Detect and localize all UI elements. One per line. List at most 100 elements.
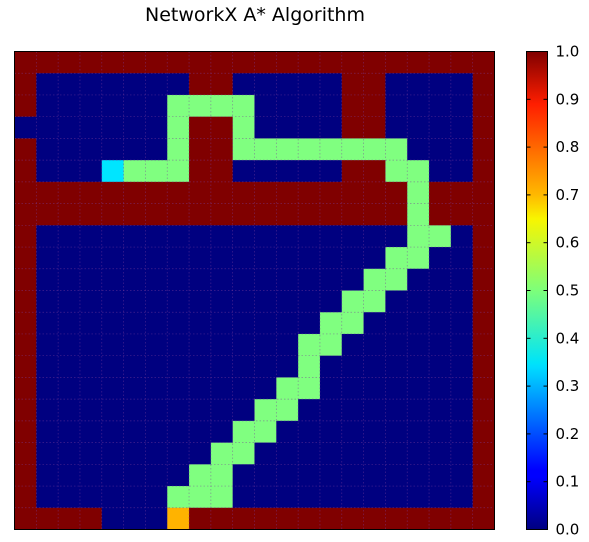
wall-cell (472, 73, 495, 96)
free-cell (145, 138, 168, 161)
free-cell (429, 312, 452, 335)
free-cell (254, 160, 277, 183)
free-cell (189, 399, 212, 422)
free-cell (58, 486, 81, 509)
free-cell (232, 333, 255, 357)
wall-cell (14, 486, 37, 509)
wall-cell (210, 138, 234, 161)
wall-cell (407, 507, 430, 530)
path-cell (341, 290, 364, 313)
wall-cell (14, 377, 37, 400)
path-cell (167, 94, 190, 118)
wall-cell (472, 160, 495, 183)
free-cell (145, 399, 168, 422)
free-cell (210, 399, 234, 422)
wall-cell (14, 225, 37, 248)
free-cell (276, 268, 299, 291)
wall-cell (14, 94, 37, 118)
path-cell (298, 377, 321, 400)
wall-cell (341, 51, 364, 74)
free-cell (450, 290, 474, 313)
path-cell (210, 94, 234, 118)
free-cell (298, 73, 321, 96)
free-cell (79, 464, 103, 487)
free-cell (145, 290, 168, 313)
free-cell (210, 377, 234, 400)
free-cell (385, 94, 408, 118)
free-cell (254, 73, 277, 96)
free-cell (429, 94, 452, 118)
wall-cell (189, 116, 212, 139)
free-cell (79, 160, 103, 183)
free-cell (145, 420, 168, 443)
free-cell (79, 399, 103, 422)
wall-cell (472, 247, 495, 270)
free-cell (79, 138, 103, 161)
wall-cell (14, 290, 37, 313)
wall-cell (210, 507, 234, 530)
wall-cell (189, 181, 212, 204)
free-cell (123, 73, 146, 96)
free-cell (319, 247, 343, 270)
free-cell (363, 312, 386, 335)
wall-cell (472, 464, 495, 487)
free-cell (189, 420, 212, 443)
path-cell (189, 94, 212, 118)
path-cell (167, 138, 190, 161)
wall-cell (385, 181, 408, 204)
free-cell (167, 442, 190, 465)
free-cell (79, 420, 103, 443)
wall-cell (450, 51, 474, 74)
free-cell (189, 225, 212, 248)
free-cell (254, 355, 277, 378)
free-cell (101, 94, 124, 118)
free-cell (167, 464, 190, 487)
free-cell (298, 290, 321, 313)
free-cell (167, 377, 190, 400)
wall-cell (14, 247, 37, 270)
wall-cell (14, 268, 37, 291)
free-cell (429, 420, 452, 443)
free-cell (276, 290, 299, 313)
free-cell (319, 116, 343, 139)
free-cell (36, 116, 59, 139)
free-cell (167, 225, 190, 248)
free-cell (254, 377, 277, 400)
free-cell (145, 333, 168, 357)
wall-cell (276, 181, 299, 204)
free-cell (232, 355, 255, 378)
wall-cell (472, 399, 495, 422)
free-cell (298, 399, 321, 422)
free-cell (210, 420, 234, 443)
free-cell (36, 377, 59, 400)
wall-cell (254, 203, 277, 226)
free-cell (79, 290, 103, 313)
free-cell (254, 116, 277, 139)
free-cell (450, 355, 474, 378)
wall-cell (210, 160, 234, 183)
free-cell (36, 333, 59, 357)
path-cell (254, 420, 277, 443)
free-cell (36, 247, 59, 270)
wall-cell (14, 333, 37, 357)
free-cell (123, 333, 146, 357)
free-cell (232, 312, 255, 335)
free-cell (298, 420, 321, 443)
free-cell (123, 377, 146, 400)
free-cell (123, 268, 146, 291)
wall-cell (472, 116, 495, 139)
free-cell (450, 116, 474, 139)
free-cell (429, 247, 452, 270)
free-cell (319, 377, 343, 400)
wall-cell (472, 290, 495, 313)
free-cell (79, 225, 103, 248)
colorbar: 0.0 0.1 0.2 0.3 0.4 0.5 0.6 0.7 0.8 0.9 1.0 (526, 43, 579, 539)
wall-cell (14, 160, 37, 183)
free-cell (276, 420, 299, 443)
free-cell (123, 312, 146, 335)
free-cell (363, 442, 386, 465)
free-cell (167, 247, 190, 270)
free-cell (363, 399, 386, 422)
free-cell (450, 138, 474, 161)
free-cell (58, 420, 81, 443)
